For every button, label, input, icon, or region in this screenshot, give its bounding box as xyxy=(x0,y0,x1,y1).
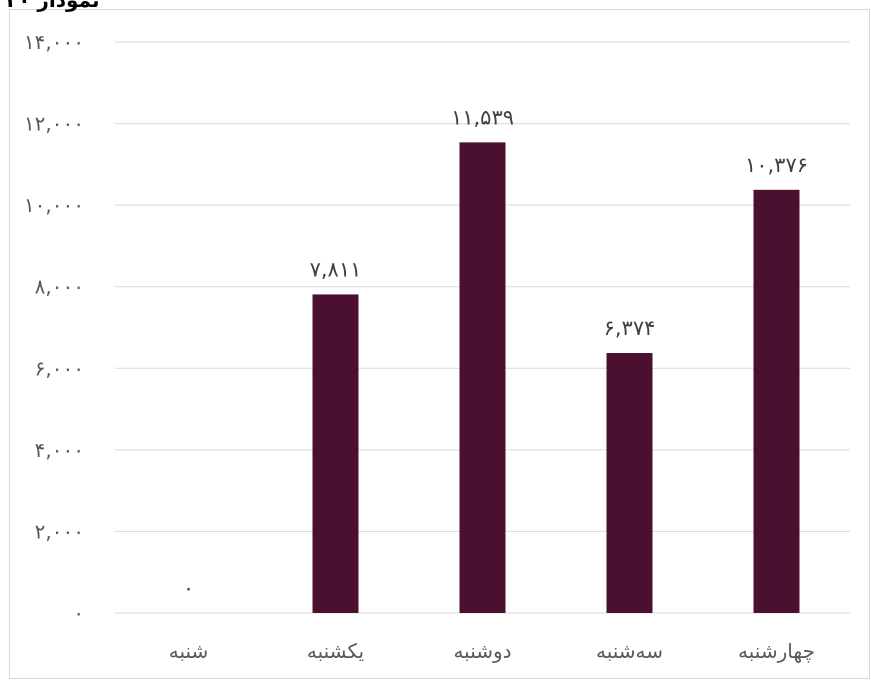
y-tick-label: ۶,۰۰۰ xyxy=(35,356,84,380)
chart-frame xyxy=(9,9,870,679)
y-tick-label: ۰ xyxy=(73,601,84,625)
bar xyxy=(312,294,359,613)
y-tick-label: ۱۴,۰۰۰ xyxy=(24,30,84,54)
x-category-label: سه‌شنبه xyxy=(596,639,663,663)
data-label: ۱۰,۳۷۶ xyxy=(745,153,808,177)
top-cut-title: نمودار ۴۰ xyxy=(6,0,100,12)
bar xyxy=(606,353,653,613)
x-category-label: چهارشنبه xyxy=(738,639,815,663)
bars xyxy=(312,142,800,613)
x-category-label: یکشنبه xyxy=(307,639,364,663)
x-axis-categories: شنبه یکشنبه دوشنبه سه‌شنبه چهارشنبه xyxy=(169,639,815,663)
bar xyxy=(753,189,800,613)
data-label: ۱۱,۵۳۹ xyxy=(451,105,514,129)
y-tick-label: ۱۰,۰۰۰ xyxy=(24,193,84,217)
y-axis-ticks: ۰ ۲,۰۰۰ ۴,۰۰۰ ۶,۰۰۰ ۸,۰۰۰ ۱۰,۰۰۰ ۱۲,۰۰۰ ۱۴,۰۰۰ xyxy=(24,30,84,625)
data-label: ۰ xyxy=(183,576,194,600)
y-tick-label: ۲,۰۰۰ xyxy=(35,519,84,543)
y-tick-label: ۴,۰۰۰ xyxy=(35,438,84,462)
y-tick-label: ۸,۰۰۰ xyxy=(35,275,84,299)
x-category-label: شنبه xyxy=(169,639,209,663)
data-label: ۶,۳۷۴ xyxy=(604,316,656,340)
data-labels: ۰ ۷,۸۱۱ ۱۱,۵۳۹ ۶,۳۷۴ ۱۰,۳۷۶ xyxy=(183,105,808,600)
x-category-label: دوشنبه xyxy=(453,639,511,663)
data-label: ۷,۸۱۱ xyxy=(310,257,362,281)
bar xyxy=(459,142,506,613)
y-tick-label: ۱۲,۰۰۰ xyxy=(24,112,84,136)
